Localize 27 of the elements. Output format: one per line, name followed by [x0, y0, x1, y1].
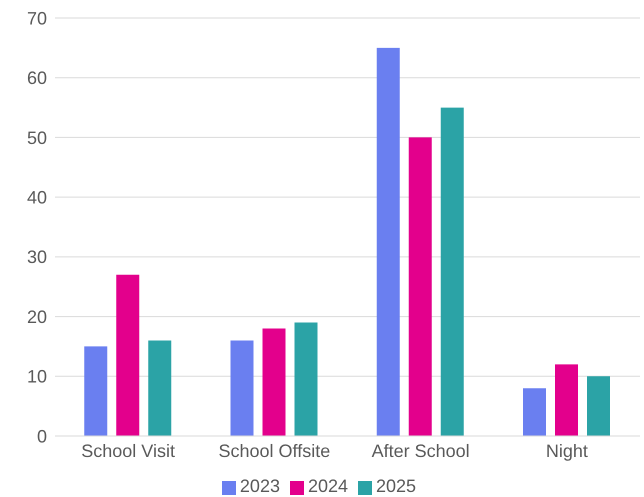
bar	[376, 48, 400, 436]
y-tick-label: 20	[26, 306, 47, 327]
bar	[440, 108, 464, 436]
legend-label: 2023	[240, 476, 280, 496]
legend-label: 2024	[308, 476, 348, 496]
y-tick-label: 70	[26, 8, 47, 28]
bar	[262, 328, 286, 436]
x-tick-label: School Offsite	[218, 440, 330, 461]
bar	[523, 388, 546, 436]
legend-label: 2025	[376, 476, 416, 496]
bar	[294, 322, 318, 436]
x-tick-label: After School	[372, 440, 470, 461]
y-tick-label: 10	[26, 366, 47, 387]
bar	[230, 340, 254, 436]
y-tick-label: 0	[36, 426, 47, 446]
y-tick-label: 30	[26, 247, 47, 268]
y-tick-label: 60	[26, 68, 47, 88]
y-tick-label: 40	[26, 188, 47, 208]
bar	[116, 274, 140, 436]
x-tick-label: School Visit	[81, 440, 175, 461]
bar	[84, 346, 108, 436]
y-tick-label: 50	[26, 128, 47, 148]
bar	[408, 137, 432, 436]
bar	[148, 340, 172, 436]
bar	[587, 376, 610, 436]
bar	[555, 364, 578, 436]
x-tick-label: Night	[546, 440, 588, 461]
